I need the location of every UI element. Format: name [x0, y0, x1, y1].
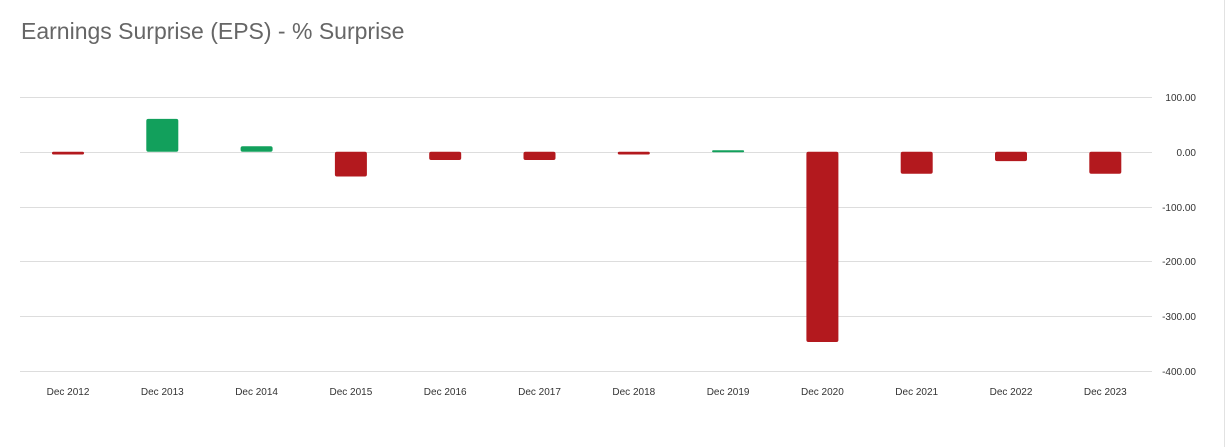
chart-title: Earnings Surprise (EPS) - % Surprise [21, 18, 405, 44]
bar-dec-2015[interactable] [334, 151, 367, 177]
x-tick-label: Dec 2019 [707, 387, 750, 398]
bar-dec-2016[interactable] [429, 151, 462, 160]
bar-dec-2019[interactable] [712, 150, 745, 153]
bar-dec-2017[interactable] [523, 151, 556, 160]
bar-dec-2013[interactable] [146, 118, 179, 152]
y-axis-labels: 100.00 0.00 -100.00 -200.00 -300.00 -400.00 [1162, 93, 1196, 378]
x-tick-label: Dec 2020 [801, 387, 844, 398]
x-tick-label: Dec 2013 [141, 387, 184, 398]
x-tick-label: Dec 2023 [1084, 387, 1127, 398]
y-tick-label: -200.00 [1162, 257, 1196, 268]
bar-dec-2020[interactable] [806, 151, 839, 342]
bar-dec-2018[interactable] [617, 151, 650, 155]
frame-border [1224, 0, 1225, 447]
x-tick-label: Dec 2022 [990, 387, 1033, 398]
x-axis-labels: Dec 2012 Dec 2013 Dec 2014 Dec 2015 Dec 2016… [47, 387, 1128, 398]
y-tick-label: -400.00 [1162, 367, 1196, 378]
y-tick-label: 100.00 [1165, 93, 1196, 104]
x-tick-label: Dec 2017 [518, 387, 561, 398]
x-tick-label: Dec 2014 [235, 387, 278, 398]
y-tick-label: 0.00 [1177, 148, 1197, 159]
bar-dec-2014[interactable] [240, 146, 273, 152]
x-tick-label: Dec 2021 [895, 387, 938, 398]
y-tick-label: -300.00 [1162, 312, 1196, 323]
bar-dec-2021[interactable] [900, 151, 933, 174]
bar-dec-2023[interactable] [1089, 151, 1122, 174]
y-tick-label: -100.00 [1162, 203, 1196, 214]
x-tick-label: Dec 2012 [47, 387, 90, 398]
x-tick-label: Dec 2016 [424, 387, 467, 398]
x-tick-label: Dec 2015 [329, 387, 372, 398]
bar-dec-2022[interactable] [995, 151, 1027, 162]
x-tick-label: Dec 2018 [612, 387, 655, 398]
grid-layer [20, 97, 1152, 372]
bar-dec-2012[interactable] [52, 151, 84, 155]
bars-layer [52, 118, 1122, 342]
